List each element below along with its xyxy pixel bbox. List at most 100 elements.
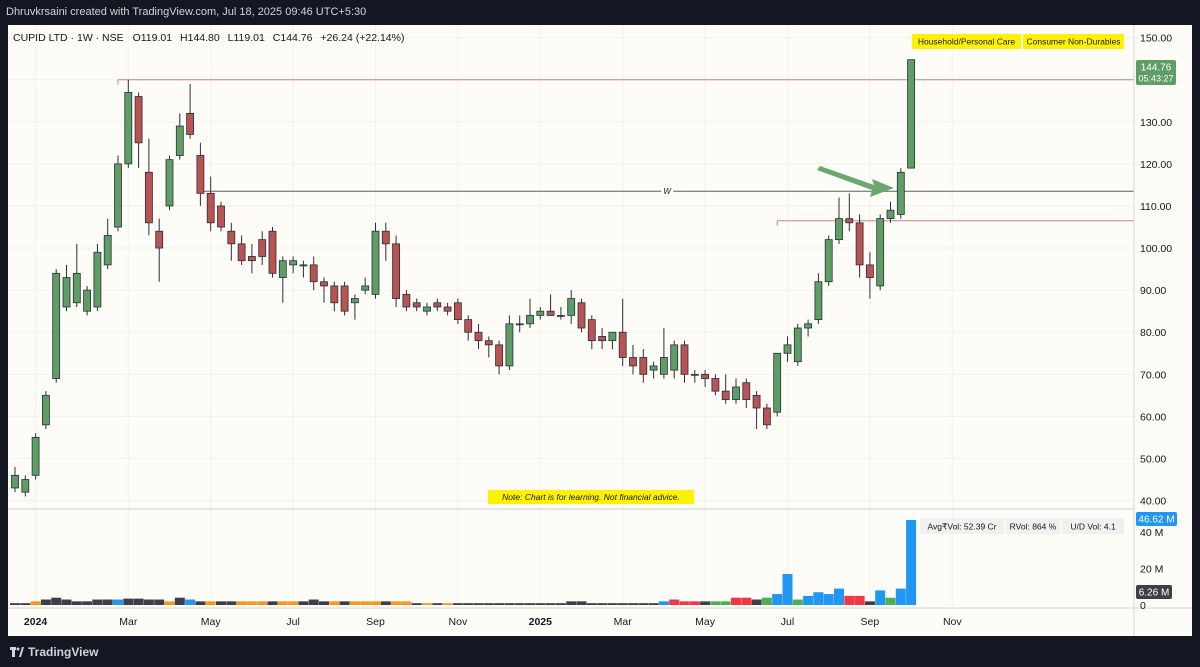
volume-tick-label: 0	[1140, 600, 1146, 612]
candle-body	[587, 319, 596, 342]
candle-body	[320, 281, 328, 287]
volume-bar	[525, 603, 535, 605]
volume-bar	[597, 603, 608, 605]
legend-close-label: C	[273, 32, 281, 44]
volume-tag-2-value: 6.26 M	[1139, 588, 1170, 599]
candle-body	[237, 243, 246, 262]
volume-bar	[370, 601, 381, 605]
volume-axis[interactable]: 40 M 20 M 0	[1140, 527, 1163, 612]
candle-body	[618, 331, 627, 358]
y-tick-label: 80.00	[1140, 327, 1166, 339]
volume-bar	[844, 595, 855, 605]
volume-bar	[854, 595, 865, 605]
chart-svg[interactable]: W 40.00 50.00 60.00 70.00 80.00 90.00 100.00 11…	[8, 25, 1192, 636]
candle-body	[536, 310, 545, 316]
candle-body	[371, 230, 380, 295]
candle-body	[793, 327, 802, 363]
candle-body	[309, 264, 318, 283]
candle-body	[629, 357, 637, 367]
volume-tag-2: 6.26 M	[1136, 585, 1172, 599]
attribution-text: Dhruvkrsaini created with TradingView.co…	[6, 6, 367, 18]
volume-bar	[834, 588, 844, 605]
volume-bar	[483, 603, 494, 605]
legend-low-label: L	[228, 32, 234, 44]
volume-bar	[92, 599, 103, 605]
candle-body	[505, 323, 514, 367]
level-label-bg	[661, 186, 674, 197]
candle-body	[392, 243, 401, 299]
candle-body	[453, 302, 462, 321]
x-tick-label: May	[695, 616, 716, 628]
candle-body	[742, 382, 751, 400]
volume-bar	[174, 597, 185, 605]
volume-bar	[782, 574, 793, 605]
brand-bar: TradingView	[0, 637, 1200, 667]
candle-body	[11, 474, 19, 489]
x-tick-label: Sep	[366, 616, 385, 628]
candle-body	[31, 437, 40, 476]
candle-body	[165, 159, 174, 207]
candle-body	[866, 264, 874, 278]
volume-bar	[638, 603, 649, 605]
volume-bar	[339, 601, 350, 605]
candle-body	[835, 218, 843, 241]
volume-bar	[700, 601, 711, 605]
volume-bar	[514, 603, 525, 605]
volume-bars	[10, 520, 917, 605]
volume-bar	[906, 520, 917, 605]
candle-body	[350, 298, 359, 304]
y-tick-label: 100.00	[1140, 243, 1172, 255]
candle-body	[732, 386, 740, 400]
legend-high-label: H	[180, 32, 188, 44]
candle-body	[670, 344, 679, 371]
time-axis[interactable]: 2024 Mar May Jul Sep Nov 2025 Mar May Jul Sep Nov	[24, 616, 962, 628]
volume-bar	[411, 603, 422, 605]
volume-bar	[648, 603, 659, 605]
avg-vol: Avg₹Vol: 52.39 Cr	[927, 522, 996, 532]
volume-bar	[308, 599, 319, 605]
candle-body	[186, 112, 195, 135]
volume-bar	[607, 603, 618, 605]
volume-bar	[658, 601, 669, 605]
level-label: W	[663, 187, 672, 196]
legend-change: +26.24 (+22.14%)	[320, 32, 404, 44]
candle-body	[206, 192, 215, 224]
candle-body	[412, 302, 421, 308]
candle-body	[876, 218, 885, 287]
volume-bar	[442, 603, 453, 605]
y-tick-label: 90.00	[1140, 285, 1166, 297]
volume-bar	[813, 592, 824, 605]
badge-household-text: Household/Personal Care	[918, 37, 1016, 47]
volume-bar	[875, 590, 886, 605]
volume-bar	[473, 603, 484, 605]
candle-body	[855, 222, 864, 266]
chart-frame[interactable]: W 40.00 50.00 60.00 70.00 80.00 90.00 100.00 11…	[8, 25, 1192, 636]
candle-body	[289, 260, 298, 266]
candle-body	[526, 314, 534, 325]
price-tag-countdown: 05:43:27	[1138, 74, 1173, 84]
volume-bar	[803, 595, 814, 605]
candle-body	[814, 281, 823, 321]
sector-badges: Household/Personal Care Consumer Non-Dur…	[912, 34, 1124, 49]
candle-body	[62, 277, 71, 308]
volume-bar	[102, 599, 113, 605]
candle-body	[608, 331, 617, 342]
candle-body	[247, 256, 256, 262]
volume-bar	[761, 597, 772, 605]
volume-bar	[246, 601, 257, 605]
candle-body	[268, 230, 277, 274]
candle-body	[484, 340, 493, 346]
badge-consumer-text: Consumer Non-Durables	[1026, 37, 1120, 47]
candle-body	[52, 272, 61, 379]
price-tag-value: 144.76	[1141, 63, 1172, 74]
volume-bar	[432, 603, 443, 605]
volume-bar	[329, 601, 340, 605]
volume-bar	[401, 601, 412, 605]
candle-body	[433, 302, 442, 308]
candle-body	[83, 289, 91, 312]
price-axis[interactable]: 40.00 50.00 60.00 70.00 80.00 90.00 100.00 110.…	[1140, 33, 1172, 508]
volume-bar	[710, 601, 721, 605]
volume-bar	[319, 601, 329, 605]
candles	[11, 59, 915, 497]
candle-body	[21, 479, 30, 493]
